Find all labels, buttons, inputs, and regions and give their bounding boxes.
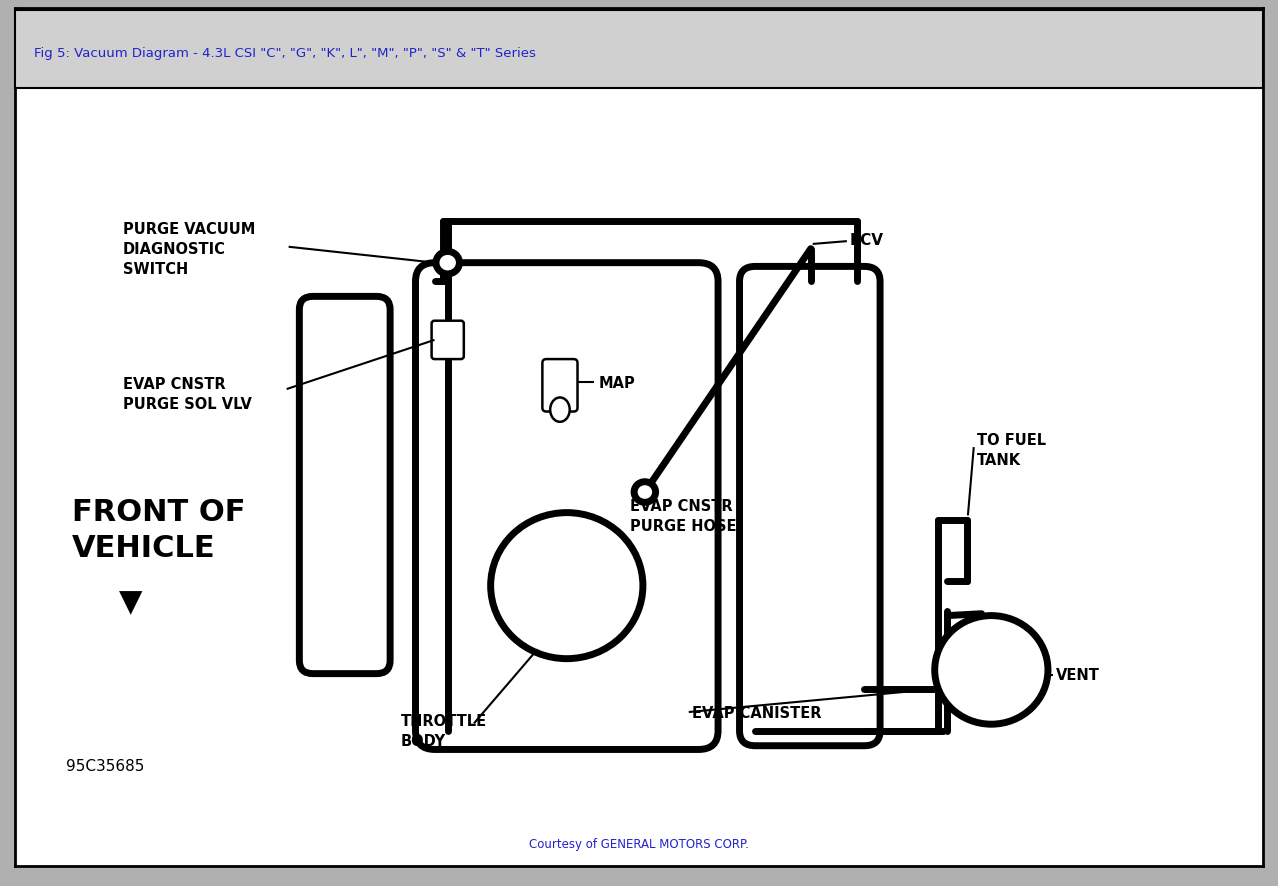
FancyBboxPatch shape xyxy=(740,267,881,746)
FancyBboxPatch shape xyxy=(432,322,464,360)
Text: Fig 5: Vacuum Diagram - 4.3L CSI "C", "G", "K", L", "M", "P", "S" & "T" Series: Fig 5: Vacuum Diagram - 4.3L CSI "C", "G… xyxy=(35,47,535,60)
Text: THROTTLE
BODY: THROTTLE BODY xyxy=(401,713,487,749)
Text: FRONT OF
VEHICLE: FRONT OF VEHICLE xyxy=(72,497,245,563)
FancyBboxPatch shape xyxy=(415,263,718,750)
Text: ▼: ▼ xyxy=(119,587,142,617)
Text: MAP: MAP xyxy=(599,376,635,391)
Ellipse shape xyxy=(551,398,570,423)
Text: PURGE VACUUM
DIAGNOSTIC
SWITCH: PURGE VACUUM DIAGNOSTIC SWITCH xyxy=(123,222,256,276)
Text: 95C35685: 95C35685 xyxy=(66,758,144,773)
Text: EVAP CNSTR
PURGE HOSE: EVAP CNSTR PURGE HOSE xyxy=(630,499,736,533)
FancyBboxPatch shape xyxy=(542,360,578,412)
Text: EVAP CNSTR
PURGE SOL VLV: EVAP CNSTR PURGE SOL VLV xyxy=(123,377,252,412)
Circle shape xyxy=(491,513,643,659)
Circle shape xyxy=(436,253,459,275)
Text: PCV: PCV xyxy=(850,232,884,247)
Circle shape xyxy=(934,616,1048,725)
Text: TO FUEL
TANK: TO FUEL TANK xyxy=(976,433,1045,468)
Text: VENT: VENT xyxy=(1056,667,1099,682)
Text: Courtesy of GENERAL MOTORS CORP.: Courtesy of GENERAL MOTORS CORP. xyxy=(529,837,749,850)
Circle shape xyxy=(634,482,656,502)
Text: EVAP CANISTER: EVAP CANISTER xyxy=(691,704,822,719)
FancyBboxPatch shape xyxy=(299,297,390,674)
